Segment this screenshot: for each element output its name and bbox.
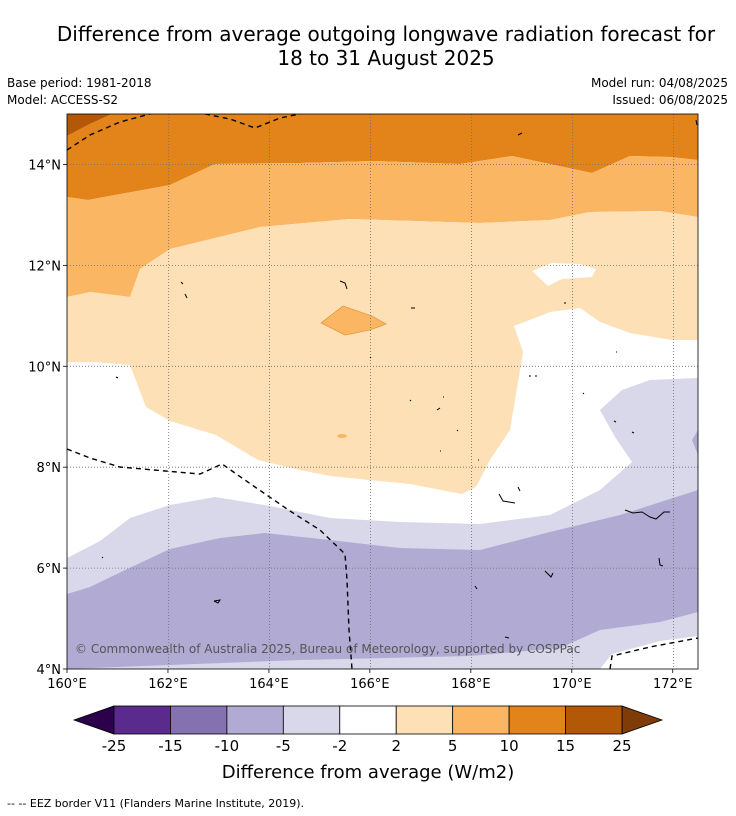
- lon-tick-label: 170°E: [552, 677, 592, 692]
- band-10-15: [67, 114, 698, 200]
- colorbar-tick-label: 15: [556, 737, 575, 755]
- patch-5-10-166e: [320, 305, 387, 336]
- lon-tick-label: 164°E: [249, 677, 289, 692]
- model-run: Model run: 04/08/2025: [590, 76, 728, 90]
- meta-left: Base period: 1981-2018 Model: ACCESS-S2: [7, 75, 152, 109]
- lat-tick-label: 4°N: [37, 663, 62, 678]
- issued-date: Issued: 06/08/2025: [612, 93, 728, 107]
- colorbar-bin: [282, 705, 341, 735]
- lat-tick-label: 14°N: [28, 158, 61, 173]
- band-15-25: [67, 114, 112, 136]
- islands: [101, 119, 698, 639]
- lon-axis: 160°E 162°E 164°E 166°E 168°E 170°E 172°E: [47, 669, 693, 692]
- model-name: Model: ACCESS-S2: [7, 93, 119, 107]
- colorbar-bin: [565, 705, 623, 735]
- copyright-text: © Commonwealth of Australia 2025, Bureau…: [75, 642, 580, 656]
- lon-tick-label: 172°E: [653, 677, 693, 692]
- lat-tick-label: 6°N: [37, 562, 62, 577]
- lat-tick-label: 10°N: [28, 360, 61, 375]
- colorbar-bin: [170, 705, 228, 735]
- lon-tick-label: 160°E: [47, 677, 87, 692]
- colorbar-bin: [508, 705, 566, 735]
- lat-tick-label: 8°N: [37, 461, 62, 476]
- colorbar-bin: [113, 705, 171, 735]
- tiny-patch-5-10: [337, 434, 347, 438]
- base-period: Base period: 1981-2018: [7, 76, 152, 90]
- lon-tick-label: 166°E: [350, 677, 390, 692]
- lat-axis: 4°N 6°N 8°N 10°N 12°N 14°N: [28, 158, 67, 678]
- colorbar-tick-label: -2: [332, 737, 347, 755]
- colorbar-bin: [452, 705, 510, 735]
- colorbar-tick-label: -25: [102, 737, 127, 755]
- neutral-patch-12n: [532, 263, 596, 286]
- band-neg10-neg5: [67, 490, 698, 669]
- colorbar-extend-high: [621, 705, 664, 735]
- colorbar-tick-label: 2: [391, 737, 401, 755]
- eez-legend-note: -- -- EEZ border V11 (Flanders Marine In…: [7, 797, 305, 810]
- graticule: [67, 114, 698, 669]
- colorbar-bin: [226, 705, 284, 735]
- band-2-5: [67, 211, 698, 494]
- colorbar-tick-label: -15: [158, 737, 183, 755]
- colorbar-tick-label: 5: [448, 737, 458, 755]
- map-field: [67, 114, 698, 669]
- eez-borders: [67, 114, 698, 669]
- band-5-10: [67, 156, 698, 297]
- lon-tick-label: 162°E: [148, 677, 188, 692]
- lon-tick-label: 168°E: [451, 677, 491, 692]
- title-line-1: Difference from average outgoing longwav…: [56, 22, 716, 46]
- chart-title: Difference from average outgoing longwav…: [0, 22, 736, 70]
- meta-right: Model run: 04/08/2025 Issued: 06/08/2025: [591, 75, 728, 109]
- band-neg10-neg5-east: [692, 430, 698, 455]
- colorbar-title: Difference from average (W/m2): [221, 762, 515, 783]
- colorbar-bin: [395, 705, 454, 735]
- colorbar-bin: [339, 705, 397, 735]
- colorbar-tick-label: -5: [276, 737, 291, 755]
- colorbar-tick-label: 25: [612, 737, 631, 755]
- lat-tick-label: 12°N: [28, 259, 61, 274]
- colorbar-tick-label: -10: [215, 737, 240, 755]
- colorbar: -25 -15 -10 -5 -2 2 5 10 15 25: [72, 705, 664, 755]
- title-line-2: 18 to 31 August 2025: [277, 46, 495, 70]
- colorbar-tick-label: 10: [500, 737, 519, 755]
- colorbar-extend-low: [72, 705, 115, 735]
- map-frame: [66, 113, 699, 670]
